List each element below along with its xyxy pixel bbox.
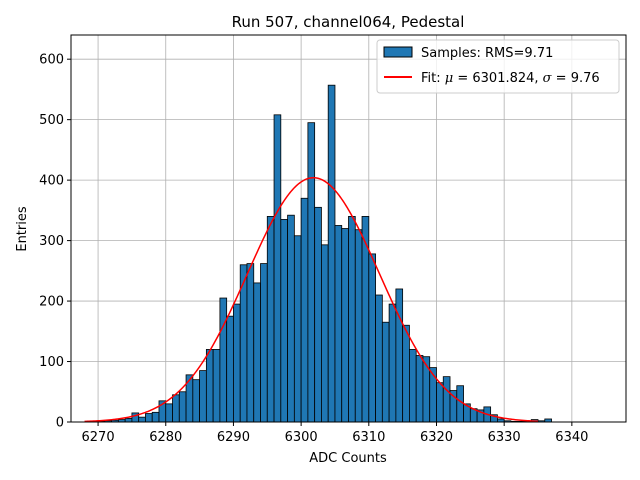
histogram-bar	[246, 263, 255, 423]
x-tick-label: 6310	[352, 430, 385, 445]
histogram-bar	[165, 403, 173, 423]
x-tick-label: 6330	[488, 430, 521, 445]
histogram-bar	[212, 349, 221, 423]
histogram-bar	[409, 349, 417, 423]
legend-samples-swatch	[383, 46, 413, 58]
histogram-bar	[253, 282, 261, 423]
y-axis-ticks: 0 100 200 300 400 500 600	[39, 53, 71, 431]
legend: Samples: RMS=9.71 Fit: μ = 6301.824, σ =…	[376, 39, 620, 94]
histogram-bar	[436, 382, 444, 423]
y-tick-label: 300	[39, 234, 64, 249]
histogram-bar	[442, 376, 451, 423]
histogram-bar	[456, 385, 464, 423]
legend-fit-sigma-text: = 9.76	[552, 71, 600, 86]
histogram-bar	[192, 379, 200, 423]
histogram-bar	[321, 244, 329, 423]
legend-fit-mu-text: = 6301.824,	[453, 71, 542, 86]
x-tick-label: 6280	[149, 430, 182, 445]
x-tick-label: 6300	[285, 430, 318, 445]
histogram-bar	[348, 216, 356, 423]
y-tick-label: 600	[39, 53, 64, 68]
histogram-bar	[199, 370, 207, 423]
histogram-bar	[280, 219, 288, 423]
histogram-bar	[233, 303, 241, 423]
y-tick-label: 100	[39, 355, 64, 370]
histogram-bar	[205, 349, 214, 423]
histogram-bar	[266, 216, 275, 423]
histogram-bar	[260, 263, 268, 423]
y-axis-label: Entries	[15, 206, 30, 252]
plot-frame	[70, 34, 627, 423]
histogram-bar	[341, 228, 349, 423]
histogram-bar	[145, 413, 153, 423]
histogram-bar	[226, 315, 234, 423]
legend-fit-sigma-symbol: σ	[543, 71, 553, 86]
y-tick-label: 400	[39, 174, 64, 189]
histogram-bar	[293, 235, 302, 423]
histogram-bar	[381, 321, 390, 423]
histogram-bar	[138, 416, 146, 423]
legend-fit-prefix: Fit:	[421, 71, 445, 86]
x-tick-label: 6270	[82, 430, 115, 445]
histogram-bar	[368, 253, 376, 423]
chart-title: Run 507, channel064, Pedestal	[232, 13, 465, 31]
legend-fit-label: Fit: μ = 6301.824, σ = 9.76	[421, 71, 600, 86]
fit-curve	[84, 176, 539, 423]
histogram-bar	[307, 122, 316, 423]
histogram-bar	[151, 411, 160, 423]
histogram-bar	[287, 214, 295, 423]
histogram-bar	[124, 417, 133, 423]
histogram-bar	[327, 84, 336, 423]
x-tick-label: 6320	[420, 430, 453, 445]
histogram-bar	[172, 394, 180, 423]
histogram-bar	[334, 225, 343, 423]
histogram-bar	[219, 297, 228, 423]
histogram-bar	[402, 324, 410, 423]
histogram-bar	[395, 288, 404, 423]
x-axis-label: ADC Counts	[309, 451, 387, 466]
x-tick-label: 6290	[217, 430, 250, 445]
legend-box	[376, 39, 620, 94]
x-tick-label: 6340	[555, 430, 588, 445]
x-axis-ticks: 6270 6280 6290 6300 6310 6320 6330 6340	[82, 422, 588, 445]
histogram-bars	[97, 84, 552, 423]
y-tick-label: 500	[39, 113, 64, 128]
histogram-bar	[375, 294, 383, 423]
histogram-bar	[300, 197, 309, 423]
y-tick-label: 200	[39, 295, 64, 310]
histogram-bar	[273, 114, 282, 423]
legend-fit-mu-symbol: μ	[445, 71, 453, 86]
histogram-bar	[178, 391, 187, 423]
histogram-bar	[415, 355, 424, 423]
histogram-bar	[314, 206, 322, 423]
y-tick-label: 0	[56, 416, 64, 431]
legend-samples-label: Samples: RMS=9.71	[421, 46, 553, 61]
histogram-bar	[354, 229, 363, 423]
histogram-bar	[388, 303, 397, 423]
